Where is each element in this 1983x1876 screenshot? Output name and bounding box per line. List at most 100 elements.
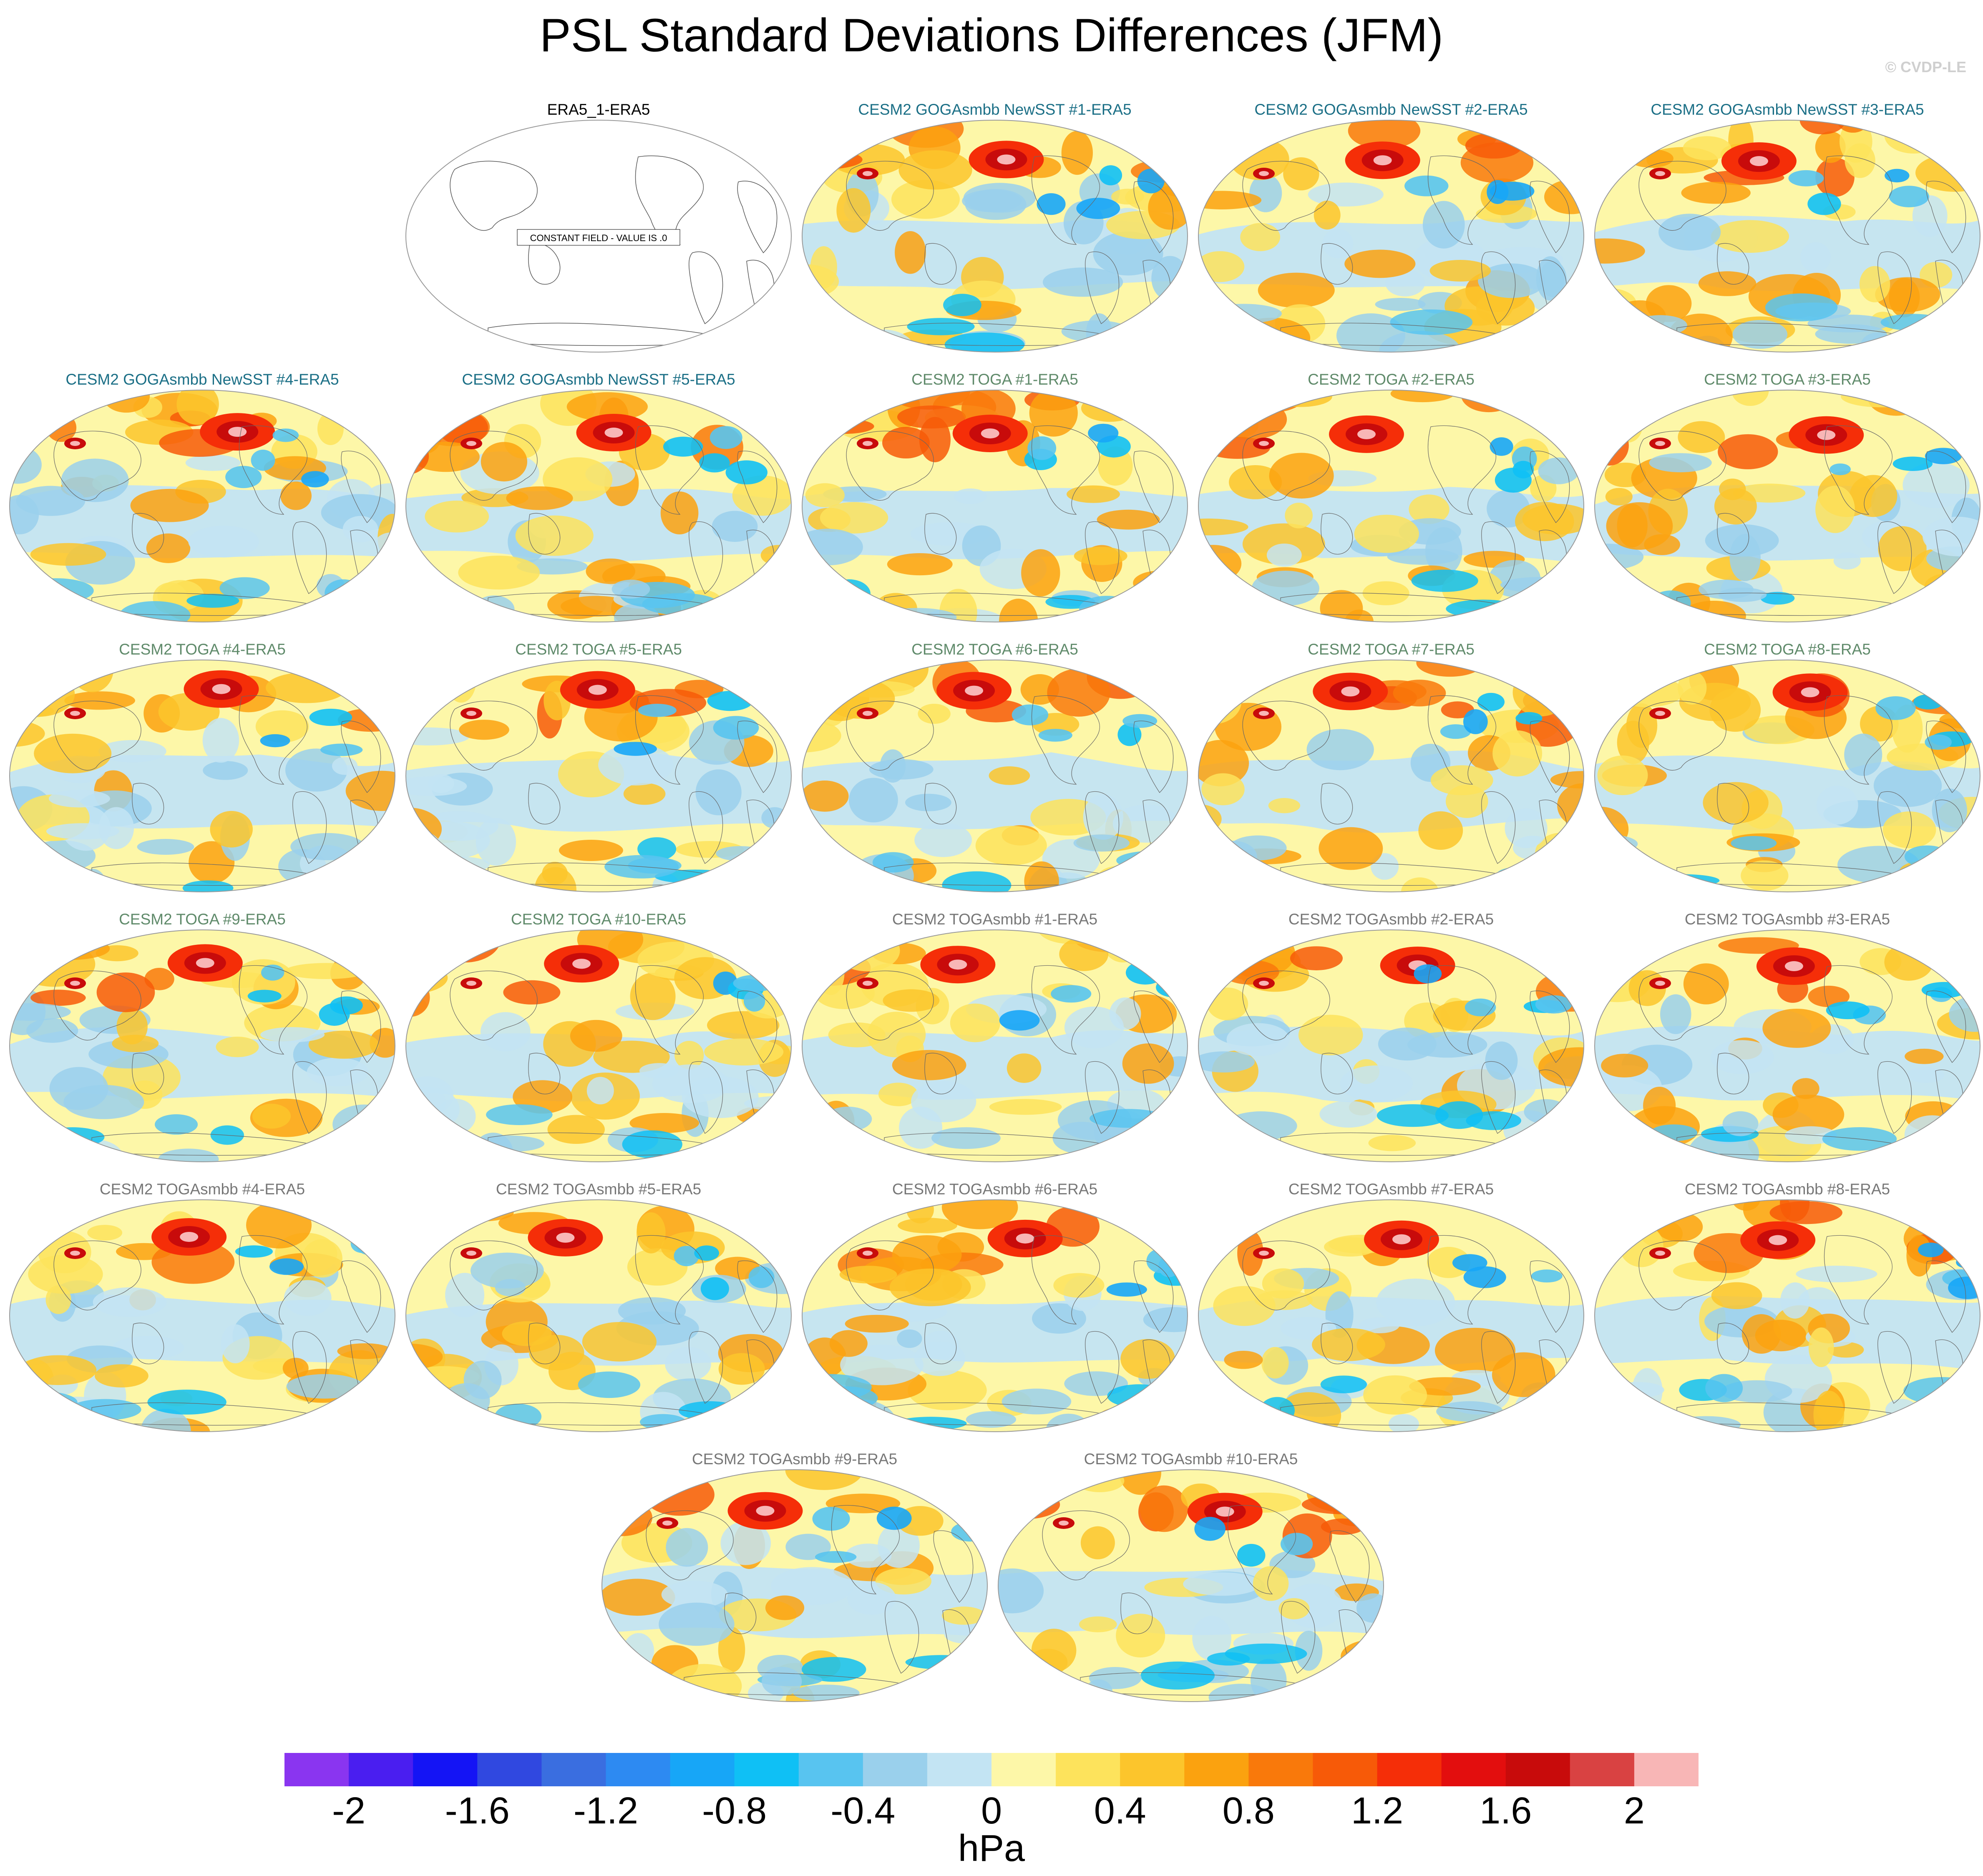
map-panel-title: CESM2 TOGAsmbb #7-ERA5 [1288, 1181, 1494, 1198]
map-panel-title: CESM2 TOGAsmbb #6-ERA5 [892, 1181, 1098, 1198]
robinson-map [1594, 390, 1980, 622]
robinson-map [9, 390, 395, 622]
colorbar-swatch [477, 1753, 542, 1786]
robinson-map [1594, 120, 1980, 353]
map-panel-title: CESM2 TOGA #1-ERA5 [911, 371, 1078, 388]
map-panel: CESM2 TOGA #10-ERA5 [405, 910, 793, 1177]
map-panel: CESM2 TOGA #7-ERA5 [1197, 640, 1585, 907]
map-panel-title: CESM2 GOGAsmbb NewSST #4-ERA5 [65, 371, 339, 388]
colorbar-swatch [992, 1753, 1056, 1786]
map-panel-title: CESM2 GOGAsmbb NewSST #2-ERA5 [1254, 101, 1528, 118]
colorbar-swatch [1570, 1753, 1635, 1786]
robinson-map [1198, 660, 1584, 892]
map-panel-title: CESM2 TOGA #10-ERA5 [511, 911, 687, 928]
colorbar-swatch [863, 1753, 928, 1786]
map-panel-title: CESM2 TOGAsmbb #2-ERA5 [1288, 911, 1494, 928]
colorbar-tick-label: -2 [332, 1790, 366, 1832]
colorbar-swatch [1056, 1753, 1120, 1786]
colorbar-tick-label: 0.8 [1222, 1790, 1275, 1832]
robinson-map [1198, 120, 1584, 353]
robinson-map [9, 660, 395, 892]
map-panel: CESM2 TOGAsmbb #5-ERA5 [405, 1180, 793, 1447]
figure-title: PSL Standard Deviations Differences (JFM… [539, 9, 1444, 61]
colorbar-swatch [1313, 1753, 1378, 1786]
map-panel: CESM2 GOGAsmbb NewSST #1-ERA5 [801, 100, 1189, 367]
robinson-map [1594, 660, 1980, 892]
robinson-map [802, 660, 1188, 892]
robinson-map [9, 1199, 395, 1432]
map-panel-title: CESM2 TOGA #7-ERA5 [1308, 641, 1475, 658]
map-panel-title: CESM2 TOGAsmbb #1-ERA5 [892, 911, 1098, 928]
robinson-map [802, 1199, 1188, 1432]
colorbar-swatch [734, 1753, 799, 1786]
colorbar-swatch [606, 1753, 671, 1786]
map-panel: ERA5_1-ERA5 CONSTANT FIELD - VALUE IS .0 [405, 100, 793, 367]
map-panel: CESM2 TOGA #8-ERA5 [1593, 640, 1981, 907]
map-panel-title: CESM2 TOGAsmbb #8-ERA5 [1684, 1181, 1890, 1198]
colorbar-swatch [670, 1753, 735, 1786]
robinson-map [405, 929, 792, 1162]
map-panel: CESM2 TOGA #1-ERA5 [801, 370, 1189, 637]
colorbar-swatch [927, 1753, 992, 1786]
colorbar-tick-label: 0 [981, 1790, 1002, 1832]
colorbar-swatch [1248, 1753, 1313, 1786]
robinson-map [802, 390, 1188, 622]
map-panel-title: CESM2 TOGA #9-ERA5 [119, 911, 286, 928]
colorbar-tick-label: -1.2 [573, 1790, 638, 1832]
map-panel: CESM2 TOGAsmbb #7-ERA5 [1197, 1180, 1585, 1447]
colorbar-swatch [1505, 1753, 1570, 1786]
colorbar-swatch [1377, 1753, 1442, 1786]
colorbar-swatch [284, 1753, 349, 1786]
map-panel: CESM2 TOGAsmbb #4-ERA5 [8, 1180, 396, 1447]
robinson-map [802, 929, 1188, 1162]
colorbar-tick-label: 1.2 [1351, 1790, 1404, 1832]
map-panel: CESM2 TOGAsmbb #2-ERA5 [1197, 910, 1585, 1177]
map-panel: CESM2 GOGAsmbb NewSST #2-ERA5 [1197, 100, 1585, 367]
robinson-map [601, 1469, 988, 1702]
robinson-map [405, 390, 792, 622]
map-panel-title: CESM2 GOGAsmbb NewSST #1-ERA5 [858, 101, 1132, 118]
map-panel: CESM2 TOGAsmbb #1-ERA5 [801, 910, 1189, 1177]
map-panel-title: CESM2 TOGAsmbb #5-ERA5 [496, 1181, 702, 1198]
map-panel-title: ERA5_1-ERA5 [547, 101, 650, 118]
map-panel: CESM2 TOGAsmbb #9-ERA5 [601, 1450, 989, 1717]
map-panel: CESM2 GOGAsmbb NewSST #4-ERA5 [8, 370, 396, 637]
colorbar-swatch [1120, 1753, 1185, 1786]
colorbar-tick-label: -0.8 [702, 1790, 767, 1832]
map-panel-title: CESM2 GOGAsmbb NewSST #5-ERA5 [462, 371, 735, 388]
robinson-map [405, 1199, 792, 1432]
robinson-map [1594, 929, 1980, 1162]
robinson-map [405, 660, 792, 892]
robinson-map [998, 1469, 1384, 1702]
colorbar [284, 1753, 1699, 1786]
map-panel: CESM2 TOGA #4-ERA5 [8, 640, 396, 907]
map-panel-title: CESM2 TOGA #4-ERA5 [119, 641, 286, 658]
colorbar-swatch [1441, 1753, 1506, 1786]
map-panel-title: CESM2 TOGA #6-ERA5 [911, 641, 1078, 658]
map-panel: CESM2 TOGAsmbb #8-ERA5 [1593, 1180, 1981, 1447]
colorbar-tick-label: -1.6 [445, 1790, 510, 1832]
robinson-map [1198, 929, 1584, 1162]
map-panel: CESM2 TOGA #9-ERA5 [8, 910, 396, 1177]
colorbar-tick-label: -0.4 [830, 1790, 896, 1832]
map-panel-title: CESM2 TOGA #3-ERA5 [1704, 371, 1871, 388]
map-panel-title: CESM2 TOGAsmbb #3-ERA5 [1684, 911, 1890, 928]
credit-text: © CVDP-LE [1885, 58, 1966, 76]
colorbar-units: hPa [958, 1828, 1025, 1869]
colorbar-swatch [1184, 1753, 1249, 1786]
map-panel-title: CESM2 TOGAsmbb #10-ERA5 [1084, 1450, 1298, 1468]
map-panel-title: CESM2 TOGAsmbb #9-ERA5 [692, 1450, 898, 1468]
map-panel: CESM2 GOGAsmbb NewSST #5-ERA5 [405, 370, 793, 637]
map-panel-title: CESM2 TOGA #5-ERA5 [515, 641, 682, 658]
robinson-map [1594, 1199, 1980, 1432]
map-panel: CESM2 TOGA #3-ERA5 [1593, 370, 1981, 637]
map-panel-title: CESM2 TOGA #2-ERA5 [1308, 371, 1475, 388]
colorbar-swatch [541, 1753, 606, 1786]
robinson-map [802, 120, 1188, 353]
robinson-map: CONSTANT FIELD - VALUE IS .0 [405, 120, 792, 353]
map-panel: CESM2 GOGAsmbb NewSST #3-ERA5 [1593, 100, 1981, 367]
map-panel: CESM2 TOGA #2-ERA5 [1197, 370, 1585, 637]
colorbar-swatch [349, 1753, 413, 1786]
colorbar-swatch [413, 1753, 478, 1786]
colorbar-tick-label: 1.6 [1480, 1790, 1532, 1832]
